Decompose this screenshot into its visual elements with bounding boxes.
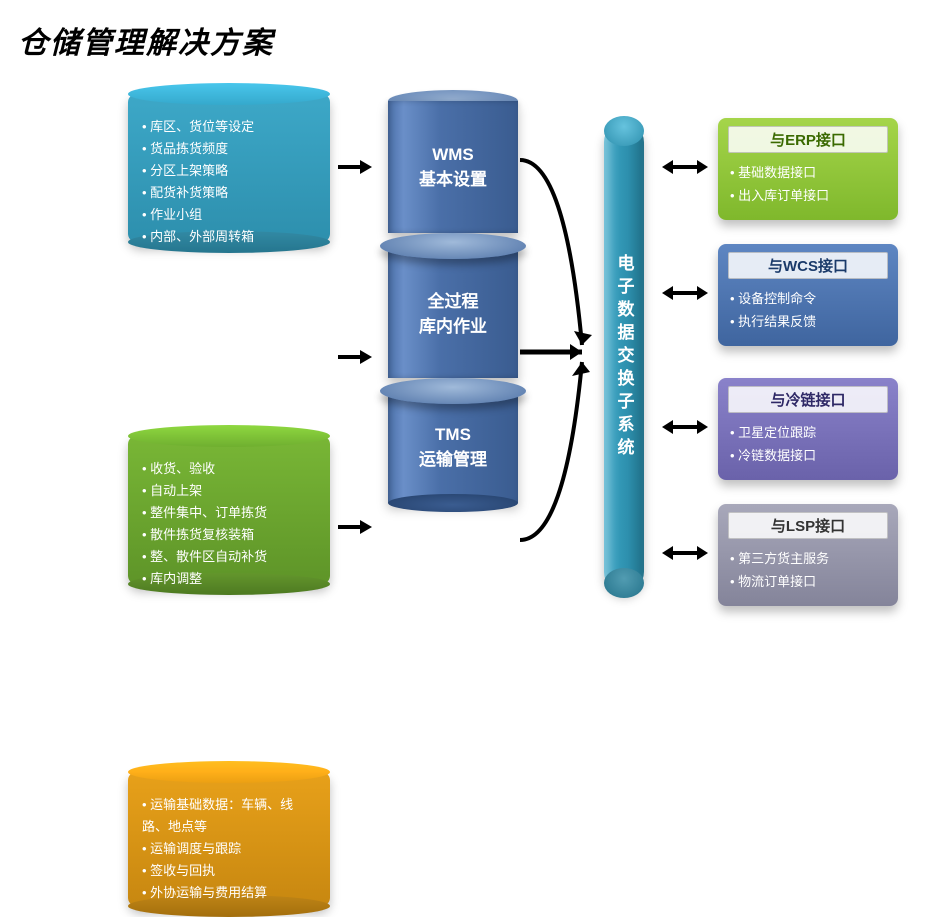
center-segment-3: TMS 运输管理 [388, 391, 518, 503]
card-list: 基础数据接口 出入库订单接口 [718, 159, 898, 212]
cylinder-cap-bottom [388, 494, 518, 512]
cylinder-divider-disk [380, 378, 526, 404]
card-wcs: 与WCS接口 设备控制命令 执行结果反馈 [718, 244, 898, 346]
card-erp: 与ERP接口 基础数据接口 出入库订单接口 [718, 118, 898, 220]
list-item: 自动上架 [142, 480, 316, 502]
seg-line1: TMS [435, 425, 471, 445]
double-arrow-icon [662, 420, 708, 434]
card-header: 与WCS接口 [728, 252, 888, 279]
seg-line2: 库内作业 [419, 312, 487, 337]
card-lsp: 与LSP接口 第三方货主服务 物流订单接口 [718, 504, 898, 606]
seg-line2: 基本设置 [419, 165, 487, 190]
list-item: 库区、货位等设定 [142, 116, 316, 138]
left-cylinder-1-list: 库区、货位等设定 货品拣货频度 分区上架策略 配货补货策略 作业小组 内部、外部… [142, 116, 316, 249]
converge-arrow-bot [520, 350, 600, 575]
list-item: 物流订单接口 [730, 570, 886, 593]
list-item: 基础数据接口 [730, 161, 886, 184]
list-item: 卫星定位跟踪 [730, 421, 886, 444]
card-list: 第三方货主服务 物流订单接口 [718, 545, 898, 598]
arrow-right-icon [338, 520, 372, 534]
list-item: 整、散件区自动补货 [142, 546, 316, 568]
page-title: 仓储管理解决方案 [18, 18, 274, 62]
card-header: 与冷链接口 [728, 386, 888, 413]
list-item: 库内调整 [142, 568, 316, 590]
left-cylinder-2: 收货、验收 自动上架 整件集中、订单拣货 散件拣货复核装箱 整、散件区自动补货 … [128, 434, 330, 586]
seg-line1: WMS [432, 145, 474, 165]
list-item: 外协运输与费用结算 [142, 882, 316, 904]
left-cylinder-3: 运输基础数据：车辆、线路、地点等 运输调度与跟踪 签收与回执 外协运输与费用结算 [128, 770, 330, 908]
left-cylinder-2-list: 收货、验收 自动上架 整件集中、订单拣货 散件拣货复核装箱 整、散件区自动补货 … [142, 458, 316, 591]
arrow-right-icon [338, 350, 372, 364]
double-arrow-icon [662, 286, 708, 300]
center-segment-1: WMS 基本设置 [388, 101, 518, 233]
list-item: 散件拣货复核装箱 [142, 524, 316, 546]
list-item: 冷链数据接口 [730, 444, 886, 467]
pill-label: 电子数据交换子系统 [612, 254, 637, 461]
center-segment-2: 全过程 库内作业 [388, 246, 518, 378]
list-item: 货品拣货频度 [142, 138, 316, 160]
card-list: 设备控制命令 执行结果反馈 [718, 285, 898, 338]
cylinder-divider-disk [380, 233, 526, 259]
list-item: 出入库订单接口 [730, 184, 886, 207]
list-item: 设备控制命令 [730, 287, 886, 310]
card-coldchain: 与冷链接口 卫星定位跟踪 冷链数据接口 [718, 378, 898, 480]
exchange-subsystem-pill: 电子数据交换子系统 [604, 122, 644, 592]
left-cylinder-3-list: 运输基础数据：车辆、线路、地点等 运输调度与跟踪 签收与回执 外协运输与费用结算 [142, 794, 316, 904]
arrow-right-icon [338, 160, 372, 174]
list-item: 第三方货主服务 [730, 547, 886, 570]
left-cylinder-1: 库区、货位等设定 货品拣货频度 分区上架策略 配货补货策略 作业小组 内部、外部… [128, 92, 330, 244]
double-arrow-icon [662, 160, 708, 174]
list-item: 收货、验收 [142, 458, 316, 480]
list-item: 整件集中、订单拣货 [142, 502, 316, 524]
card-header: 与LSP接口 [728, 512, 888, 539]
card-list: 卫星定位跟踪 冷链数据接口 [718, 419, 898, 472]
list-item: 执行结果反馈 [730, 310, 886, 333]
list-item: 内部、外部周转箱 [142, 226, 316, 248]
double-arrow-icon [662, 546, 708, 560]
list-item: 运输基础数据：车辆、线路、地点等 [142, 794, 316, 838]
card-header: 与ERP接口 [728, 126, 888, 153]
list-item: 运输调度与跟踪 [142, 838, 316, 860]
list-item: 分区上架策略 [142, 160, 316, 182]
list-item: 作业小组 [142, 204, 316, 226]
list-item: 配货补货策略 [142, 182, 316, 204]
list-item: 签收与回执 [142, 860, 316, 882]
seg-line2: 运输管理 [419, 445, 487, 470]
seg-line1: 全过程 [428, 287, 479, 312]
center-cylinder-stack: WMS 基本设置 全过程 库内作业 TMS 运输管理 [388, 90, 518, 512]
